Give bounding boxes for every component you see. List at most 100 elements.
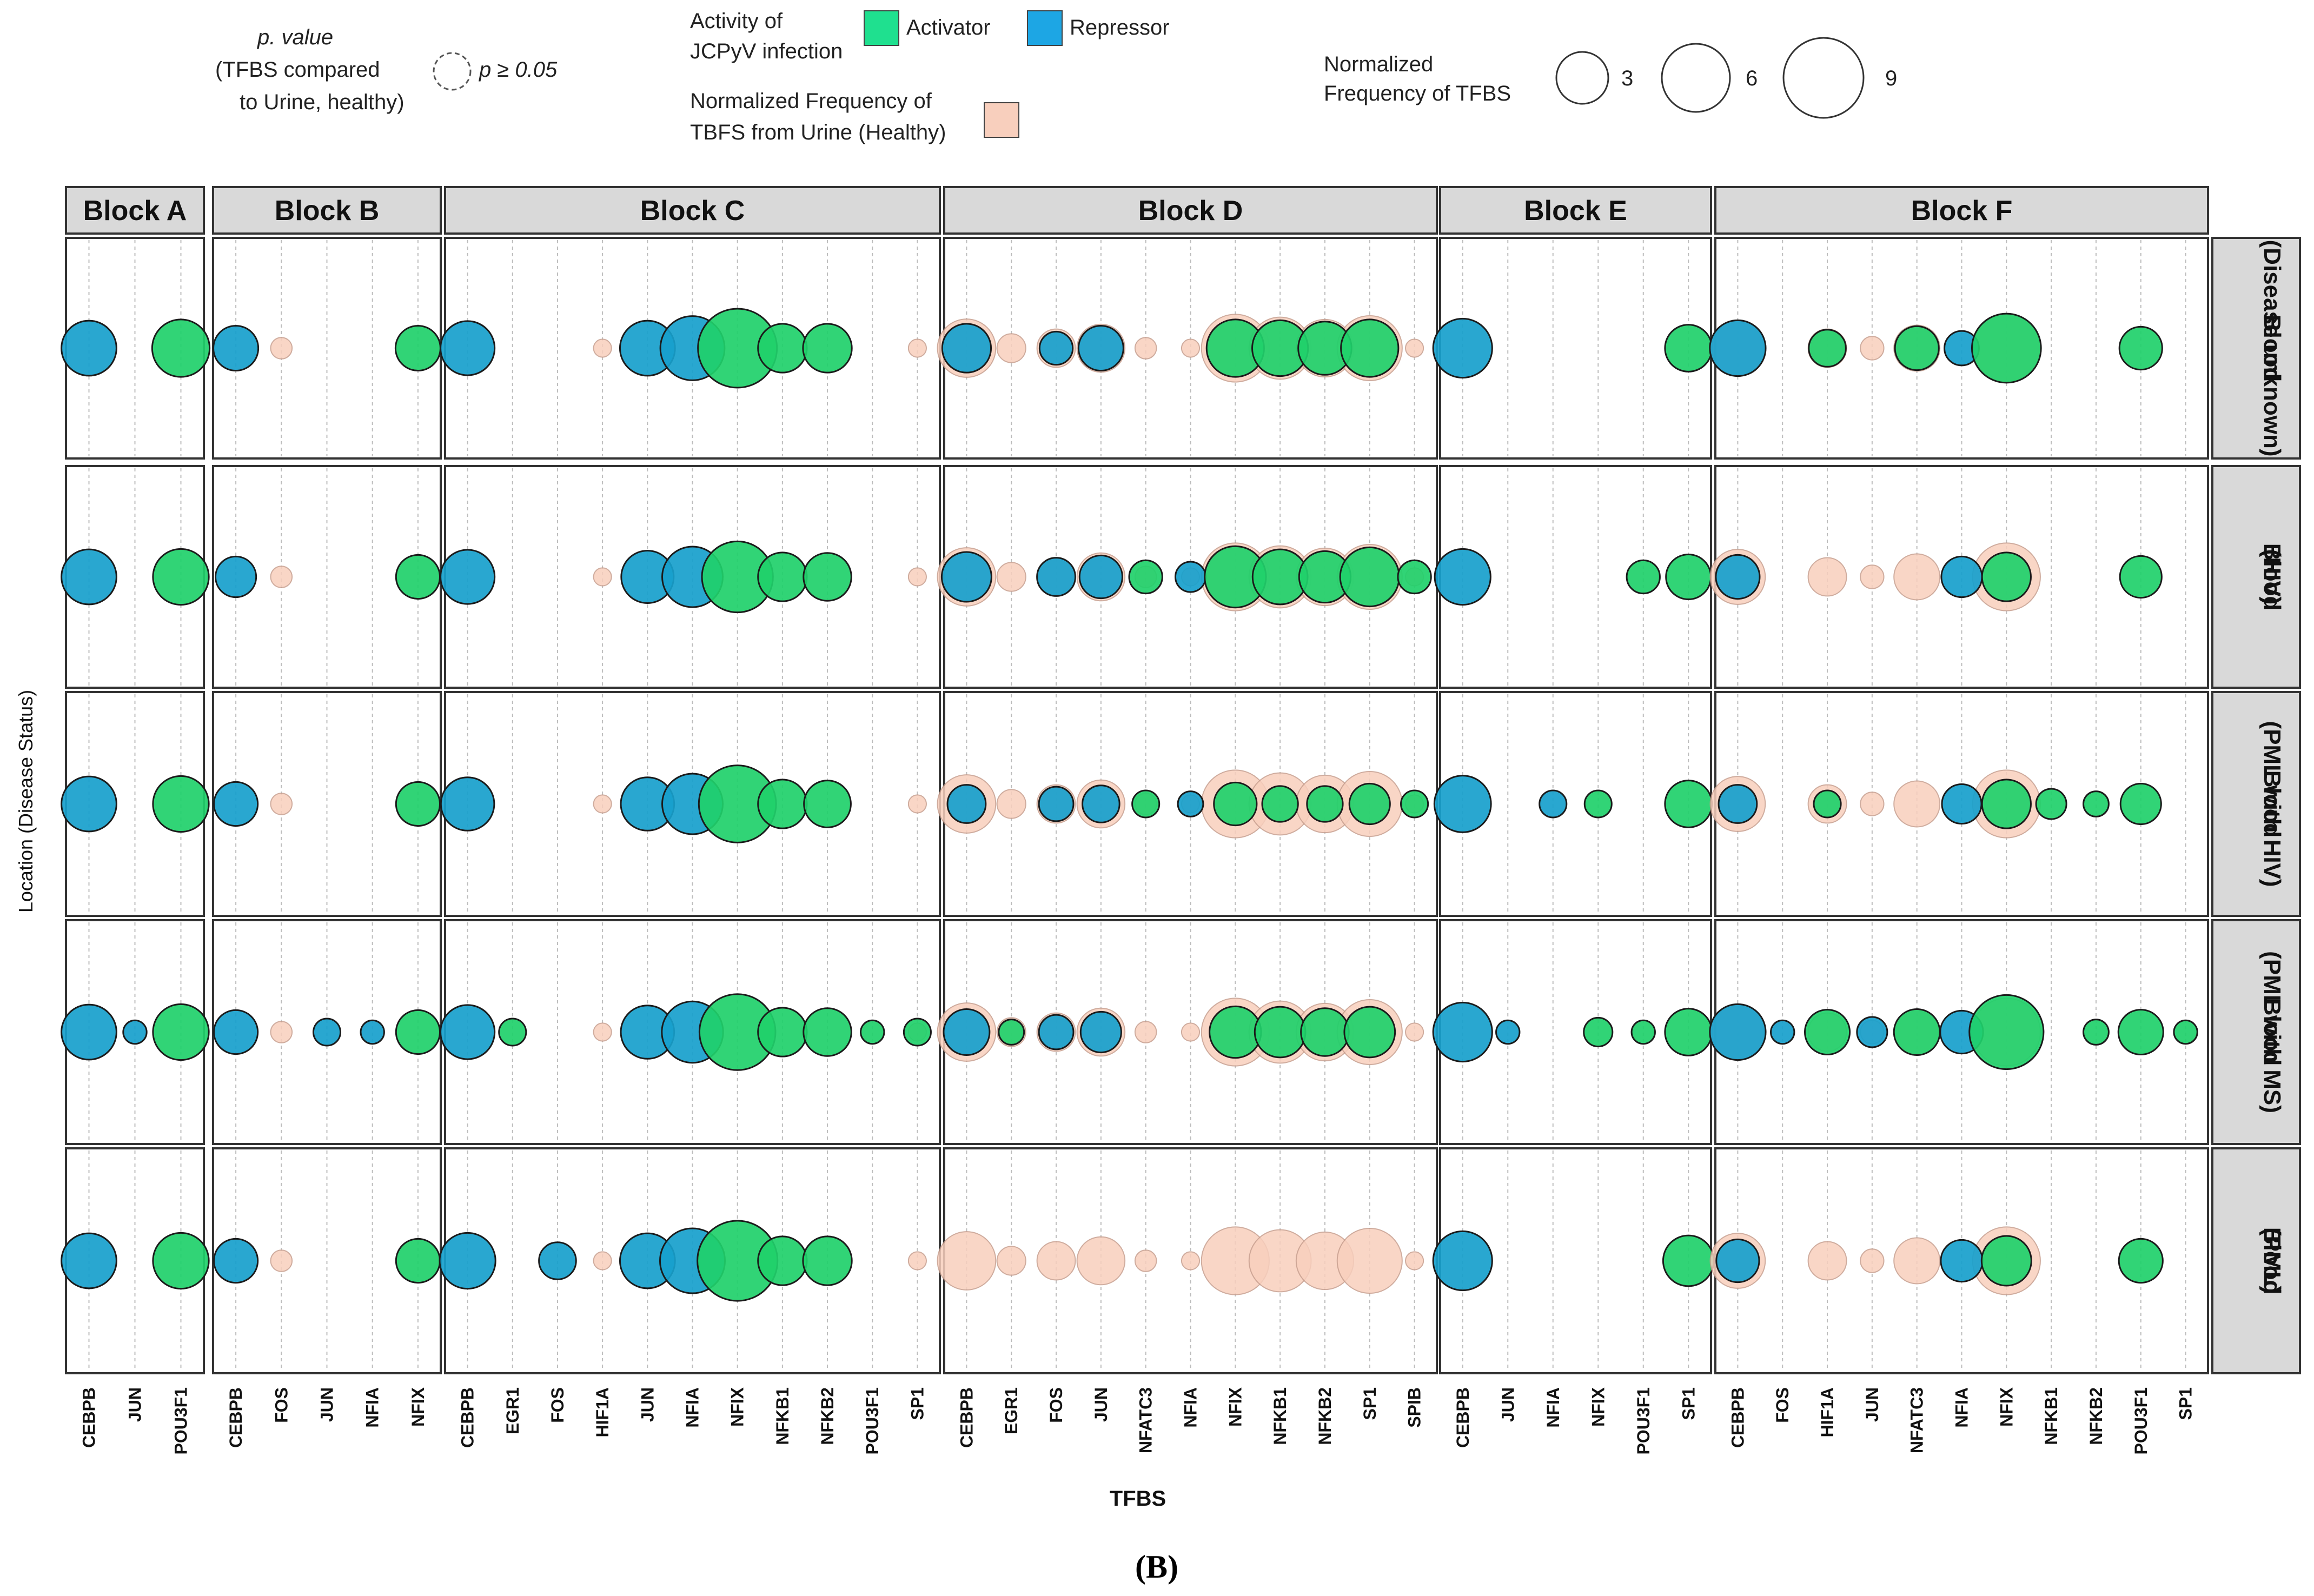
legend-pvalue-line2: (TFBS compared [215,58,380,82]
data-bubble [394,324,441,372]
figure-caption: (B) [1135,1549,1178,1585]
legend-size-label-9: 9 [1885,66,1897,90]
urine-bubble [907,794,927,814]
row-label-group: Blood(Disease unknown) [2259,240,2285,457]
row-label-group: Blood(PML with MS) [2259,951,2285,1113]
x-tick-label: NFKB2 [1315,1387,1335,1445]
data-bubble [1209,1005,1262,1059]
urine-bubble [1860,564,1885,589]
data-bubble [1968,994,2045,1070]
data-bubble [1078,554,1123,600]
data-bubble [1941,783,1983,825]
data-bubble [1894,325,1940,371]
block-strip [1439,186,1712,235]
data-bubble [1626,559,1661,595]
x-tick-label: POU3F1 [2131,1387,2151,1454]
data-bubble [941,323,992,374]
urine-bubble [1893,553,1941,601]
data-bubble [1664,780,1713,828]
x-tick-label: NFATC3 [1136,1387,1156,1453]
data-bubble [312,1018,342,1047]
block-label: Block D [1138,195,1243,227]
x-tick-label: POU3F1 [171,1387,191,1454]
row-strip [2211,237,2301,460]
x-tick-label: CEBPB [458,1387,478,1448]
data-bubble [1665,553,1712,601]
block-strip [943,186,1438,235]
row-label: (Disease unknown) [2259,240,2285,457]
urine-bubble [1181,1022,1201,1042]
x-tick-label: CEBPB [957,1387,976,1448]
data-bubble [1981,779,2032,829]
row-label: (PML) [2259,1228,2285,1294]
urine-bubble [593,1022,612,1042]
row-label: Blood [2259,999,2285,1066]
block-strip [1714,186,2209,235]
data-bubble [360,1019,385,1045]
data-bubble [152,548,210,606]
row-strip [2211,919,2301,1145]
x-tick-label: HIF1A [1818,1387,1837,1437]
data-bubble [122,1019,148,1045]
data-bubble [1808,329,1847,368]
data-bubble [1940,555,1983,598]
urine-bubble [270,1021,293,1043]
data-bubble [61,1232,117,1289]
legend-size-label-6: 6 [1746,66,1758,90]
x-tick-label: NFIA [1181,1387,1201,1428]
data-bubble [152,1003,210,1061]
data-bubble [1038,786,1075,822]
data-bubble [61,320,117,377]
urine-bubble [996,1246,1026,1276]
data-bubble [1583,789,1613,819]
x-tick-label: NFIA [1952,1387,1972,1428]
data-bubble [757,779,808,829]
legend-urine-line2: TBFS from Urine (Healthy) [690,121,946,144]
block-label: Block C [640,195,745,227]
x-tick-label: SP1 [907,1387,927,1420]
data-bubble [1077,324,1124,372]
data-bubble [802,323,853,374]
x-tick-label: SPIB [1405,1387,1424,1428]
data-bubble [439,1232,496,1290]
data-bubble [2035,788,2067,820]
x-tick-label: CEBPB [1453,1387,1473,1448]
data-bubble [803,1007,852,1057]
data-bubble [1339,546,1400,608]
data-bubble [1495,1019,1521,1045]
urine-bubble [1336,1227,1403,1294]
x-tick-label: NFIA [1543,1387,1563,1428]
block-label: Block F [1911,195,2013,227]
urine-bubble [270,337,293,360]
legend-repressor-swatch [1027,10,1063,46]
urine-bubble [1807,1241,1847,1281]
row-label: Blood [2259,543,2285,611]
data-bubble [940,551,992,603]
data-bubble [1038,330,1074,366]
data-bubble [213,1009,259,1055]
x-tick-label: NFIX [728,1387,747,1427]
row-label-group: Blood(PML with HIV) [2259,721,2285,887]
urine-bubble [270,793,293,815]
data-bubble [1980,1235,2032,1287]
data-bubble [1177,790,1204,817]
data-bubble [1261,785,1299,823]
data-bubble [1397,559,1432,595]
data-bubble [757,1007,808,1058]
urine-bubble [593,1251,612,1271]
data-bubble [2083,1019,2110,1046]
block-strip [212,186,442,235]
data-bubble [1715,554,1761,600]
urine-bubble [1181,338,1201,358]
data-bubble [61,775,117,833]
legend-size-circle-9 [1782,37,1865,119]
x-tick-label: FOS [271,1387,291,1423]
x-tick-label: FOS [548,1387,567,1423]
row-label-group: Blood(HIV) [2259,543,2285,611]
data-bubble [1709,319,1767,377]
legend-pvalue-line3: to Urine, healthy) [240,90,405,114]
urine-bubble [1134,337,1157,360]
x-tick-label: NFIX [1225,1387,1245,1427]
legend-size-circle-6 [1661,43,1731,113]
data-bubble [61,548,117,606]
